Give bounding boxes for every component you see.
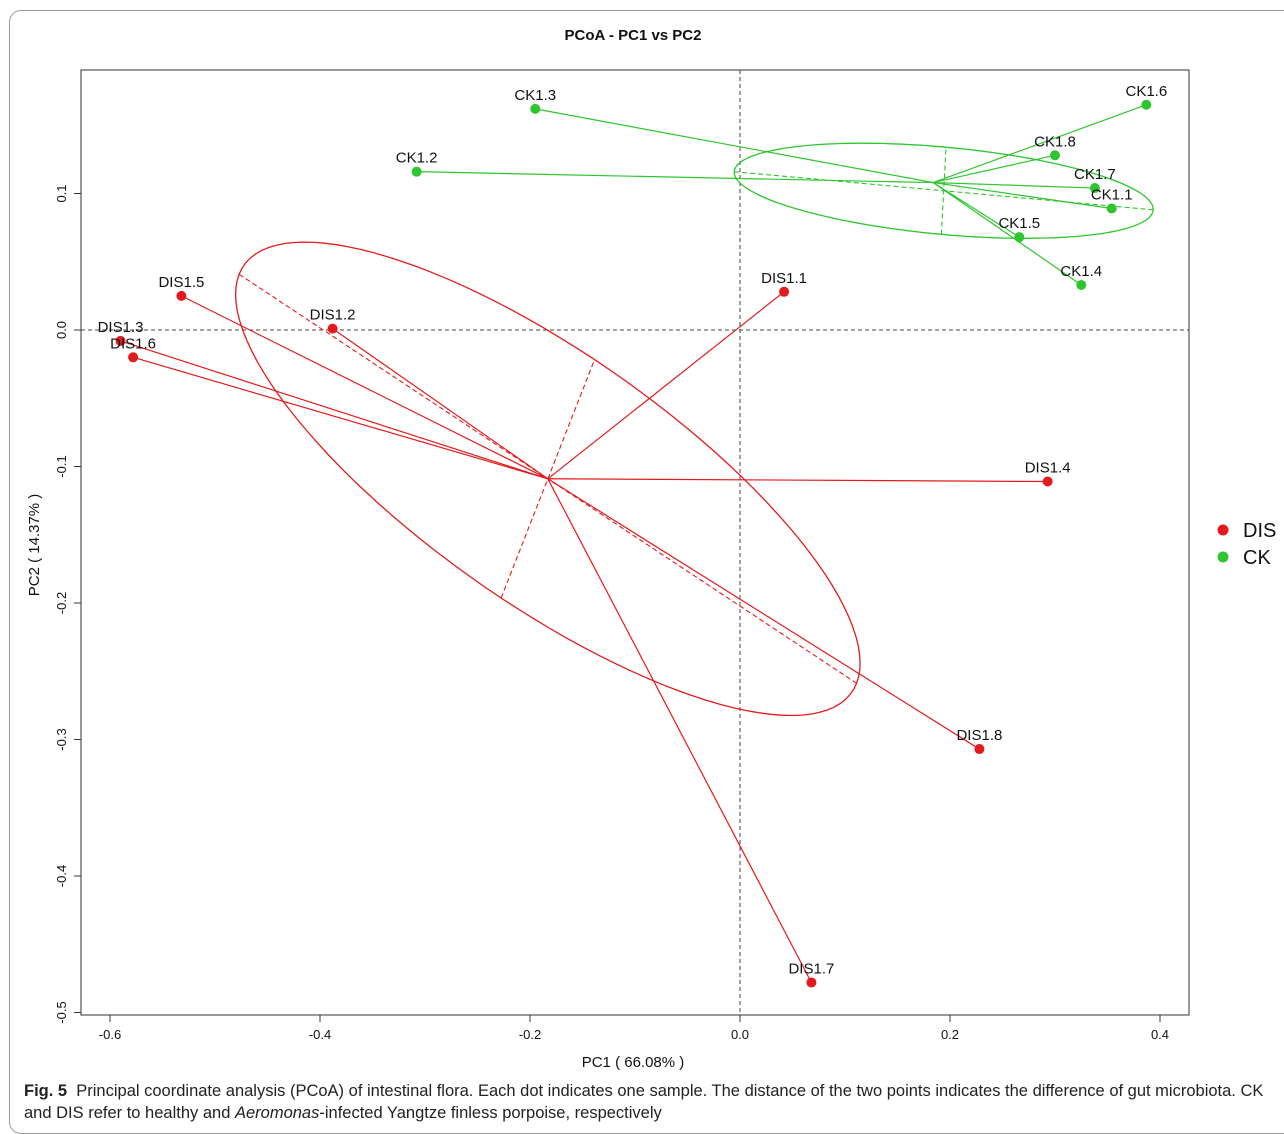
figure-caption: Fig. 5 Principal coordinate analysis (PC… (24, 1080, 1276, 1124)
y-tick-label: 0.0 (54, 321, 69, 339)
legend-marker-ck (1217, 551, 1229, 563)
point-label-ck1-4: CK1.4 (1060, 263, 1102, 280)
point-dis1-5 (176, 290, 187, 301)
legend-label-dis: DIS (1243, 520, 1276, 542)
point-labels: DIS1.1 DIS1.2 DIS1.3 DIS1.4 DIS1.5 DIS1.6 DIS1… (98, 83, 1168, 978)
x-tick-label: -0.6 (99, 1027, 121, 1042)
point-dis1-7 (806, 977, 817, 988)
spoke-ck1-3 (535, 108, 934, 184)
centroid-spokes (120, 104, 1147, 983)
y-axis-label: PC2 ( 14.37% ) (26, 494, 43, 597)
dis-ellipse (234, 241, 861, 717)
pcoa-chart: PCoA - PC1 vs PC2 DIS1.1DIS1.2DIS1.3DIS1… (26, 27, 1276, 1071)
point-dis1-4 (1042, 476, 1053, 487)
x-tick-label: -0.2 (519, 1027, 541, 1042)
point-dis1-1 (779, 286, 790, 297)
point-ck1-2 (411, 166, 422, 177)
ck-ellipse-minor-axis (940, 147, 947, 235)
legend-label-ck: CK (1243, 547, 1271, 569)
legend: DIS CK (1217, 520, 1276, 569)
reference-lines (81, 70, 1189, 1015)
spoke-dis1-4 (547, 478, 1048, 483)
x-tick-label: 0.4 (1151, 1027, 1169, 1042)
x-axis: -0.6 -0.4 -0.2 0.0 0.2 0.4 (99, 1015, 1169, 1042)
point-ck1-4 (1076, 279, 1087, 290)
point-label-dis1-1: DIS1.1 (761, 270, 807, 287)
point-label-dis1-2: DIS1.2 (310, 307, 356, 324)
spoke-ck1-7 (933, 181, 1095, 189)
point-label-dis1-8: DIS1.8 (956, 727, 1002, 744)
sample-points (115, 99, 1152, 988)
caption-italic: Aeromonas (234, 1104, 320, 1122)
point-label-ck1-7: CK1.7 (1074, 166, 1116, 183)
point-ck1-5 (1014, 232, 1025, 243)
y-tick-label: -0.1 (54, 455, 69, 477)
point-label-ck1-8: CK1.8 (1034, 133, 1076, 150)
point-label-ck1-3: CK1.3 (514, 87, 556, 104)
point-label-dis1-6: DIS1.6 (110, 335, 156, 352)
spoke-ck1-8 (933, 154, 1056, 184)
point-ck1-8 (1050, 150, 1060, 161)
point-label-dis1-3: DIS1.3 (98, 319, 144, 336)
y-tick-label: -0.4 (54, 865, 69, 887)
point-label-ck1-2: CK1.2 (396, 150, 438, 167)
point-dis1-2 (327, 323, 338, 334)
spoke-ck1-2 (416, 171, 934, 184)
chart-title: PCoA - PC1 vs PC2 (565, 27, 702, 44)
spoke-dis1-6 (132, 356, 549, 480)
point-label-ck1-1: CK1.1 (1091, 187, 1133, 204)
caption-text-2: -infected Yangtze finless porpoise, resp… (319, 1104, 662, 1122)
spoke-dis1-8 (547, 478, 980, 750)
y-tick-label: -0.5 (54, 1001, 69, 1023)
point-dis1-3 (115, 335, 126, 346)
spoke-dis1-5 (181, 295, 549, 480)
point-dis1-8 (974, 744, 985, 755)
x-tick-label: 0.0 (731, 1027, 749, 1042)
spoke-ck1-4 (932, 182, 1082, 286)
point-label-dis1-4: DIS1.4 (1025, 460, 1071, 477)
point-ck1-3 (530, 103, 541, 114)
spoke-dis1-7 (547, 478, 812, 983)
x-tick-label: 0.2 (941, 1027, 959, 1042)
spoke-dis1-3 (120, 340, 549, 480)
caption-fig-label: Fig. 5 (24, 1082, 68, 1100)
point-ck1-6 (1141, 99, 1152, 110)
y-axis: 0.1 0.0 -0.1 -0.2 -0.3 -0.4 -0.5 (54, 184, 81, 1024)
spoke-ck1-6 (932, 104, 1147, 184)
spoke-ck1-1 (933, 181, 1112, 210)
plot-area-border (80, 69, 1190, 1016)
spoke-ck1-5 (932, 182, 1020, 238)
x-axis-label: PC1 ( 66.08% ) (582, 1054, 685, 1071)
ck-ellipse (733, 142, 1154, 239)
point-dis1-6 (128, 352, 139, 363)
point-ck1-1 (1106, 203, 1117, 214)
y-tick-label: 0.1 (54, 184, 69, 202)
y-tick-label: -0.2 (54, 592, 69, 614)
legend-marker-dis (1217, 524, 1229, 536)
caption-text-1: Principal coordinate analysis (PCoA) of … (24, 1082, 1264, 1122)
point-ck1-7 (1089, 183, 1100, 194)
x-tick-label: -0.4 (309, 1027, 331, 1042)
spoke-dis1-1 (547, 291, 785, 480)
point-label-dis1-5: DIS1.5 (158, 274, 204, 291)
spoke-dis1-2 (332, 328, 549, 480)
point-label-ck1-5: CK1.5 (998, 215, 1040, 232)
point-label-ck1-6: CK1.6 (1125, 83, 1167, 100)
point-label-dis1-7: DIS1.7 (788, 960, 834, 977)
y-tick-label: -0.3 (54, 728, 69, 750)
